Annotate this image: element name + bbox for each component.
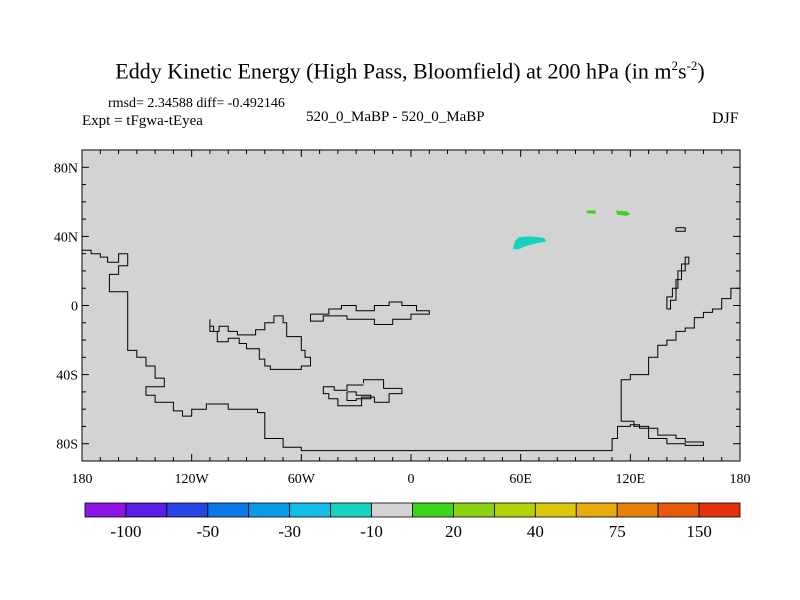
x-tick-label: 60E — [509, 472, 532, 487]
colorbar-box — [84, 502, 127, 518]
season-label: DJF — [712, 110, 739, 127]
colorbar-box — [330, 502, 372, 518]
colorbar-label: -10 — [360, 522, 383, 541]
eurasia-patch — [513, 236, 547, 250]
colorbar-box — [493, 502, 536, 518]
island-cluster — [322, 379, 403, 407]
japan-patch-west — [586, 210, 596, 214]
japan-patch-east — [615, 210, 631, 216]
colorbar-box — [698, 502, 741, 518]
colorbar-box — [371, 502, 413, 518]
x-tick-label: 60W — [288, 472, 316, 487]
colorbar-label: 40 — [527, 522, 544, 541]
colorbar-label: 75 — [609, 522, 626, 541]
colorbar-box — [575, 502, 618, 518]
colorbar-label: 20 — [445, 522, 462, 541]
coastlines — [82, 227, 740, 452]
colorbar-box — [125, 502, 168, 518]
americas-coast — [82, 249, 740, 452]
x-tick-label: 180 — [730, 472, 751, 487]
colorbar-box — [657, 502, 700, 518]
south-america-coast — [209, 315, 311, 370]
colorbar-box — [412, 502, 454, 518]
experiment-label: Expt = tFgwa-tEyea — [82, 113, 203, 129]
small-island — [675, 227, 686, 232]
colorbar-label: -30 — [278, 522, 301, 541]
east-asia-coast — [666, 256, 690, 310]
y-tick-label: 40S — [56, 369, 78, 384]
colorbar-label: 150 — [686, 522, 712, 541]
y-tick-label: 80N — [54, 161, 78, 176]
case-label: 520_0_MaBP - 520_0_MaBP — [306, 109, 485, 125]
colorbar-label: -50 — [196, 522, 219, 541]
y-tick-label: 80S — [56, 438, 78, 453]
colorbar-box — [453, 502, 495, 518]
colorbar-label: -100 — [110, 522, 141, 541]
x-tick-label: 120E — [616, 472, 646, 487]
x-tick-label: 120W — [175, 472, 210, 487]
inner-island — [346, 391, 372, 401]
y-tick-label: 0 — [71, 300, 78, 315]
chart-title: Eddy Kinetic Energy (High Pass, Bloomfie… — [115, 58, 705, 84]
colorbar-box — [207, 502, 250, 518]
colorbar-box — [534, 502, 577, 518]
colorbar-box — [616, 502, 659, 518]
x-tick-label: 180 — [72, 472, 93, 487]
stats-label: rmsd= 2.34588 diff= -0.492146 — [108, 96, 285, 111]
x-tick-label: 0 — [408, 472, 415, 487]
africa-coast — [310, 301, 430, 325]
colorbar-box — [248, 502, 291, 518]
colorbar-box — [166, 502, 209, 518]
colorbar-box — [289, 502, 332, 518]
y-tick-label: 40N — [54, 230, 78, 245]
